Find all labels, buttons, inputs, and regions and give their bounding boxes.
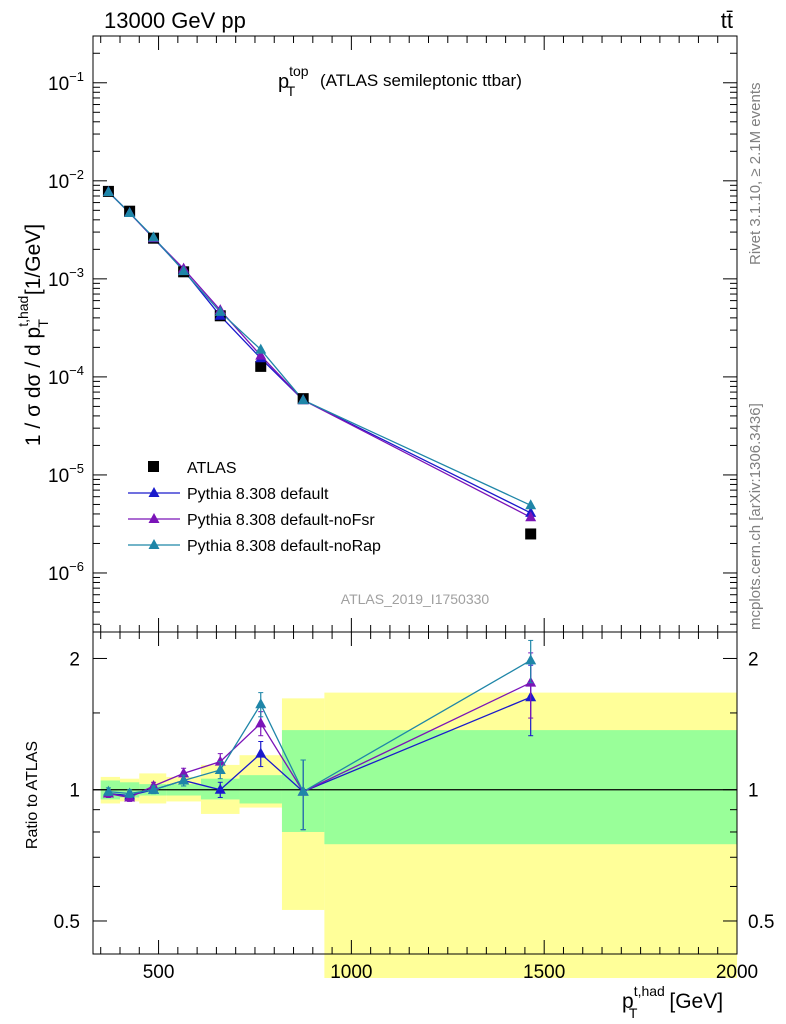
plot-title: ptop T: [278, 63, 309, 99]
main-y-tick-label: 10−3: [48, 265, 84, 291]
plot-title-rest: (ATLAS semileptonic ttbar): [320, 71, 522, 90]
ratio-point-0: [255, 747, 267, 758]
ratio-point-2: [525, 654, 537, 665]
legend-label: Pythia 8.308 default-noRap: [187, 538, 381, 555]
mc-point-2: [255, 349, 267, 360]
x-tick-label: 500: [143, 962, 175, 983]
ratio-panel: 0.5 0.5 1 1 2 2 500 1000 1500 2000 Ratio to ATLAS…: [24, 631, 774, 1021]
x-tick-label: 2000: [716, 962, 758, 983]
main-y-tick-label: 10−4: [48, 363, 84, 389]
ratio-point-1: [178, 767, 190, 778]
ratio-frame: [92, 631, 738, 955]
legend-label: Pythia 8.308 default-noFsr: [187, 512, 375, 529]
main-y-tick-label: 10−6: [48, 559, 84, 585]
ratio-y-tick-label-right: 1: [748, 781, 759, 802]
mc-point-3: [124, 206, 136, 217]
mc-point-3: [297, 394, 309, 405]
series-line-3: [107, 191, 531, 506]
main-y-axis: 10−6 10−5 10−4 10−3 10−2 10−1: [48, 36, 738, 632]
ratio-point-2: [124, 787, 136, 798]
main-y-axis-label: 1 / σ dσ / d pt,had T[1/GeV]: [15, 224, 51, 446]
ratio-y-tick-label-right: 2: [748, 649, 759, 670]
x-tick-label: 1000: [330, 962, 372, 983]
ratio-plot-content: [93, 639, 737, 979]
mc-point-3: [178, 265, 190, 276]
ratio-point-0: [214, 783, 226, 794]
main-panel: 10−6 10−5 10−4 10−3 10−2 10−1 ptop T (ATLAS se…: [15, 35, 738, 633]
ratio-line-2: [108, 659, 532, 795]
legend-label: ATLAS: [187, 460, 237, 477]
series-line-2: [107, 191, 531, 518]
ratio-point-2: [214, 763, 226, 774]
rivet-version-text: Rivet 3.1.10, ≥ 2.1M events: [747, 83, 764, 266]
main-y-tick-label: 10−2: [48, 167, 84, 193]
ratio-y-tick-label: 0.5: [54, 912, 80, 933]
atlas-data-point: [525, 528, 537, 540]
x-tick-label: 1500: [523, 962, 565, 983]
ratio-point-2: [102, 785, 114, 796]
ratio-line-0: [108, 696, 531, 797]
ratio-point-2: [255, 698, 267, 709]
series-line-1: [107, 191, 531, 514]
uncertainty-band-inner: [324, 730, 737, 845]
mcplots-text: mcplots.cern.ch [arXiv:1306.3436]: [747, 403, 764, 630]
legend-marker-3: [148, 539, 160, 549]
ratio-y-tick-label-right: 0.5: [748, 912, 774, 933]
ratio-point-2: [148, 783, 160, 794]
main-y-tick-label: 10−5: [48, 461, 84, 487]
ratio-point-1: [214, 755, 226, 766]
legend-marker-2: [148, 513, 160, 523]
mc-point-3: [255, 343, 267, 354]
mc-point-3: [102, 185, 114, 196]
mc-point-3: [214, 305, 226, 316]
atlas-data-point: [255, 360, 267, 372]
legend: ATLAS Pythia 8.308 default Pythia 8.308 de…: [128, 460, 381, 555]
header-left: 13000 GeV pp: [104, 8, 246, 33]
ratio-y-axis-label: Ratio to ATLAS: [24, 741, 41, 849]
legend-marker-atlas: [148, 461, 159, 472]
ratio-y-tick-label: 2: [69, 649, 80, 670]
ratio-y-tick-label: 1: [69, 781, 80, 802]
legend-label: Pythia 8.308 default: [187, 486, 329, 503]
ratio-point-2: [297, 785, 309, 796]
ratio-point-2: [178, 774, 190, 785]
analysis-tag: ATLAS_2019_I1750330: [341, 591, 490, 607]
mc-point-3: [148, 231, 160, 242]
mc-point-3: [525, 499, 537, 510]
ratio-axes: 0.5 0.5 1 1 2 2 500 1000 1500 2000: [54, 632, 774, 983]
main-plot-content: [102, 185, 537, 540]
mc-point-2: [525, 511, 537, 522]
legend-marker-1: [148, 487, 160, 497]
ratio-point-1: [255, 717, 267, 728]
main-y-tick-label: 10−1: [48, 69, 84, 95]
x-axis-label: pt,had T [GeV]: [622, 983, 723, 1021]
header-right: tt̄: [721, 8, 733, 33]
